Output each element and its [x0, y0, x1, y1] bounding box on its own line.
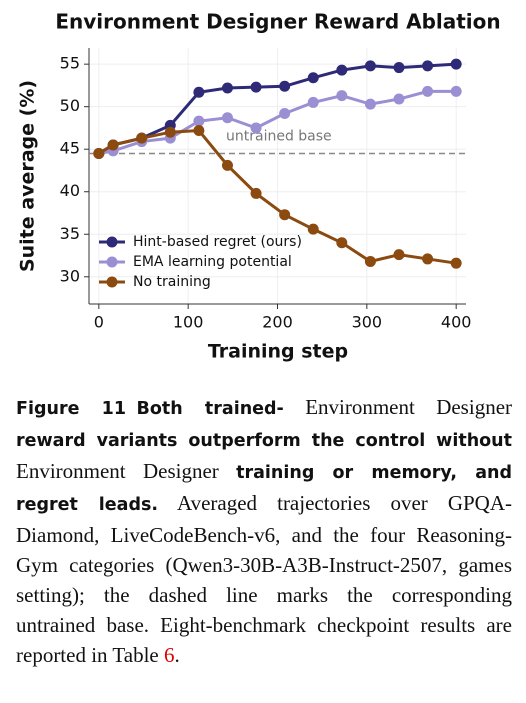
- chart-title: Environment Designer Reward Ablation: [55, 10, 500, 34]
- x-tick-label: 400: [441, 313, 472, 332]
- data-point: [393, 62, 405, 74]
- caption-text: Environment Designer: [305, 395, 513, 419]
- x-tick-label: 300: [352, 313, 383, 332]
- data-point: [279, 209, 291, 221]
- data-point: [221, 159, 233, 171]
- data-point: [307, 223, 319, 235]
- data-point: [279, 80, 291, 92]
- caption: Figure 11 Both trained- Environment Desi…: [16, 392, 512, 670]
- caption-text: training or memory, and regret leads.: [16, 463, 512, 515]
- data-point: [307, 72, 319, 84]
- data-point: [164, 126, 176, 138]
- data-point: [93, 147, 105, 159]
- legend-marker: [106, 276, 118, 288]
- legend-label: No training: [133, 274, 211, 290]
- data-point: [336, 90, 348, 102]
- caption-text: reward variants outperform the control w…: [16, 431, 512, 451]
- data-point: [279, 107, 291, 119]
- data-point: [221, 112, 233, 124]
- data-point: [336, 64, 348, 76]
- data-point: [193, 115, 205, 127]
- data-point: [393, 93, 405, 105]
- data-point: [364, 255, 376, 267]
- data-point: [193, 86, 205, 98]
- data-point: [393, 249, 405, 261]
- y-axis-label: Suite average (%): [17, 80, 39, 272]
- data-point: [422, 253, 434, 265]
- data-point: [450, 58, 462, 70]
- data-point: [450, 85, 462, 97]
- caption-text: Both trained-: [136, 399, 284, 419]
- y-tick-label: 55: [60, 54, 80, 73]
- y-tick-label: 50: [60, 96, 80, 115]
- data-point: [250, 81, 262, 93]
- y-tick-label: 40: [60, 181, 80, 200]
- x-axis-label: Training step: [208, 341, 348, 363]
- legend-marker: [106, 236, 118, 248]
- data-point: [422, 85, 434, 97]
- caption-text: Figure 11: [16, 399, 126, 419]
- data-point: [307, 96, 319, 108]
- data-point: [450, 257, 462, 269]
- x-tick-label: 100: [173, 313, 204, 332]
- data-point: [422, 60, 434, 72]
- annotation: untrained base: [226, 128, 332, 144]
- data-point: [107, 139, 119, 151]
- x-tick-label: 0: [94, 313, 104, 332]
- data-point: [364, 98, 376, 110]
- legend-label: EMA learning potential: [133, 254, 292, 270]
- data-point: [136, 132, 148, 144]
- x-tick-label: 200: [262, 313, 293, 332]
- caption-text: Environment Designer: [16, 459, 219, 483]
- caption-text: 6: [164, 643, 175, 667]
- y-tick-label: 30: [60, 266, 80, 285]
- data-point: [364, 60, 376, 72]
- y-tick-label: 35: [60, 224, 80, 243]
- chart: Environment Designer Reward Ablation Tra…: [17, 10, 501, 363]
- data-point: [250, 122, 262, 134]
- legend-marker: [106, 256, 118, 268]
- y-tick-label: 45: [60, 139, 80, 158]
- data-point: [193, 124, 205, 136]
- data-point: [336, 237, 348, 249]
- legend-label: Hint-based regret (ours): [133, 234, 302, 250]
- caption-text: Averaged trajectories over GPQA-Diamond,…: [16, 491, 512, 667]
- data-point: [221, 82, 233, 94]
- data-point: [250, 187, 262, 199]
- caption-text: .: [174, 643, 180, 667]
